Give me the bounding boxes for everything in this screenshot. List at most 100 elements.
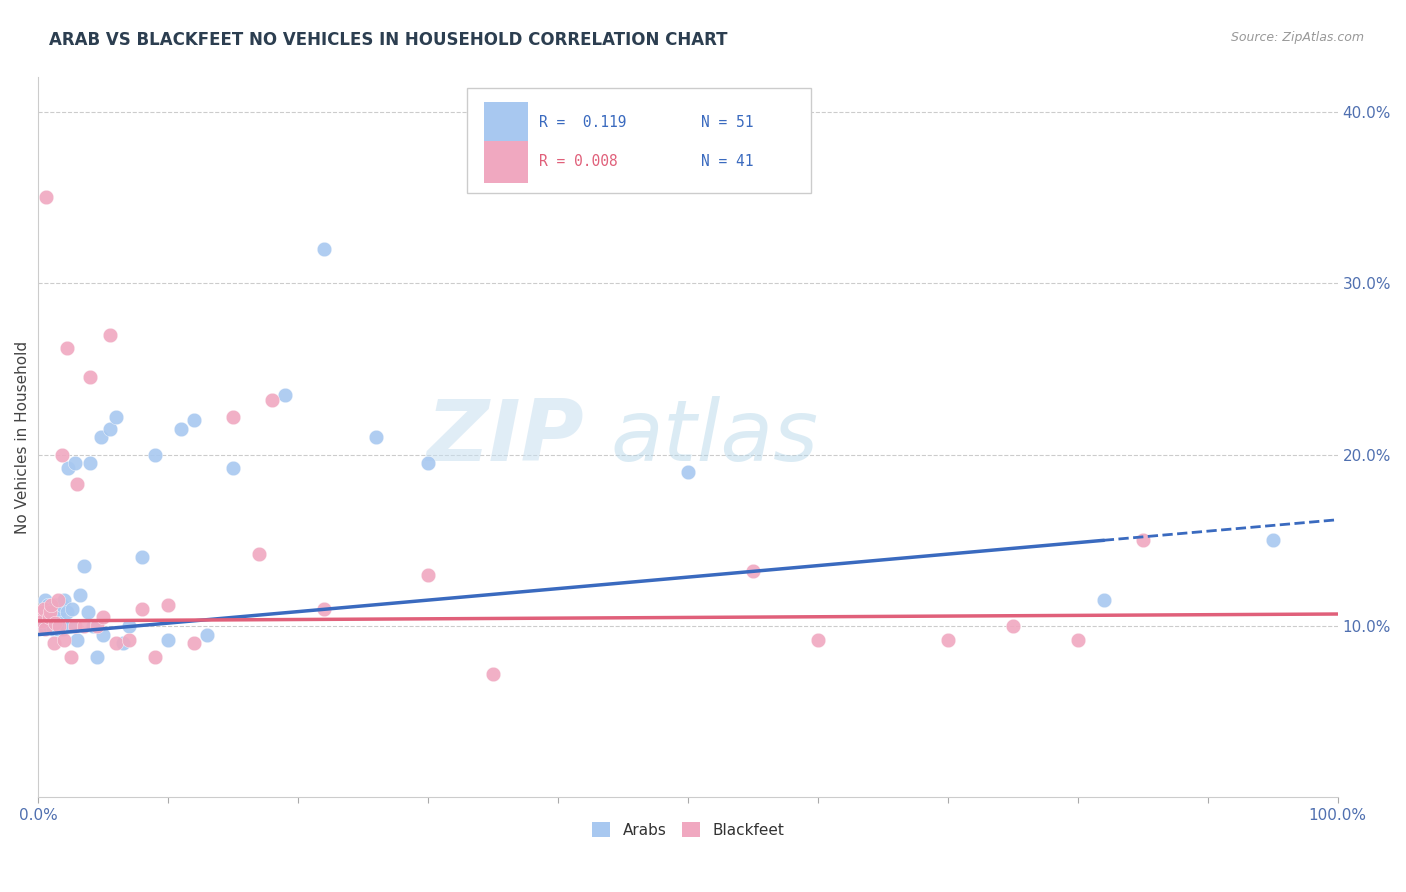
Point: [222, 409, 245, 424]
Point: [145, 649, 167, 664]
Point: [482, 667, 505, 681]
Point: [105, 636, 128, 650]
Point: [44, 599, 66, 613]
Text: R =  0.119: R = 0.119: [538, 115, 626, 130]
Point: [34, 623, 56, 637]
Point: [41, 599, 63, 613]
Point: [676, 465, 699, 479]
Point: [63, 619, 86, 633]
Point: [131, 602, 153, 616]
Point: [742, 564, 765, 578]
Point: [35, 190, 58, 204]
Point: [39, 602, 62, 616]
Point: [48, 619, 70, 633]
Point: [32, 619, 55, 633]
Legend: Arabs, Blackfeet: Arabs, Blackfeet: [586, 815, 790, 844]
Point: [183, 636, 205, 650]
Text: N = 41: N = 41: [702, 154, 754, 169]
FancyBboxPatch shape: [484, 141, 529, 183]
Point: [56, 341, 79, 355]
Point: [39, 605, 62, 619]
Point: [73, 559, 96, 574]
Point: [46, 593, 69, 607]
Point: [42, 636, 65, 650]
Point: [807, 632, 830, 647]
Point: [53, 632, 76, 647]
Point: [170, 422, 193, 436]
Point: [59, 619, 82, 633]
Point: [131, 550, 153, 565]
Point: [195, 627, 218, 641]
Point: [69, 588, 91, 602]
Point: [936, 632, 959, 647]
FancyBboxPatch shape: [484, 102, 529, 145]
Point: [46, 623, 69, 637]
Point: [42, 623, 65, 637]
FancyBboxPatch shape: [467, 88, 811, 193]
Point: [418, 567, 440, 582]
Point: [32, 602, 55, 616]
Text: ZIP: ZIP: [426, 396, 583, 479]
Text: atlas: atlas: [610, 396, 818, 479]
Point: [73, 619, 96, 633]
Point: [157, 599, 180, 613]
Point: [366, 430, 388, 444]
Point: [145, 448, 167, 462]
Point: [42, 605, 65, 619]
Point: [55, 619, 77, 633]
Point: [314, 242, 336, 256]
Point: [35, 605, 58, 619]
Point: [51, 448, 73, 462]
Text: N = 51: N = 51: [702, 115, 754, 130]
Point: [1067, 632, 1090, 647]
Point: [247, 547, 270, 561]
Point: [90, 430, 112, 444]
Point: [31, 610, 53, 624]
Point: [79, 370, 101, 384]
Point: [66, 476, 89, 491]
Point: [262, 392, 284, 407]
Point: [38, 619, 60, 633]
Point: [49, 615, 72, 630]
Point: [31, 614, 53, 628]
Point: [1261, 533, 1284, 548]
Point: [60, 602, 83, 616]
Point: [183, 413, 205, 427]
Point: [118, 632, 141, 647]
Text: Source: ZipAtlas.com: Source: ZipAtlas.com: [1230, 31, 1364, 45]
Point: [82, 619, 104, 633]
Point: [38, 610, 60, 624]
Point: [98, 327, 121, 342]
Point: [418, 456, 440, 470]
Point: [314, 602, 336, 616]
Point: [41, 610, 63, 624]
Point: [45, 610, 67, 624]
Point: [1092, 593, 1115, 607]
Point: [118, 619, 141, 633]
Point: [98, 422, 121, 436]
Point: [37, 599, 59, 613]
Point: [93, 627, 115, 641]
Point: [52, 623, 75, 637]
Text: ARAB VS BLACKFEET NO VEHICLES IN HOUSEHOLD CORRELATION CHART: ARAB VS BLACKFEET NO VEHICLES IN HOUSEHO…: [49, 31, 728, 49]
Point: [51, 599, 73, 613]
Point: [1001, 619, 1024, 633]
Point: [34, 593, 56, 607]
Point: [79, 456, 101, 470]
Point: [58, 461, 80, 475]
Point: [48, 605, 70, 619]
Point: [63, 456, 86, 470]
Point: [44, 615, 66, 630]
Point: [1132, 533, 1154, 548]
Point: [105, 409, 128, 424]
Point: [86, 649, 108, 664]
Point: [274, 387, 297, 401]
Point: [30, 605, 52, 619]
Y-axis label: No Vehicles in Household: No Vehicles in Household: [15, 341, 30, 534]
Point: [66, 632, 89, 647]
Point: [86, 619, 108, 633]
Point: [56, 605, 79, 619]
Point: [157, 632, 180, 647]
Point: [59, 649, 82, 664]
Point: [93, 610, 115, 624]
